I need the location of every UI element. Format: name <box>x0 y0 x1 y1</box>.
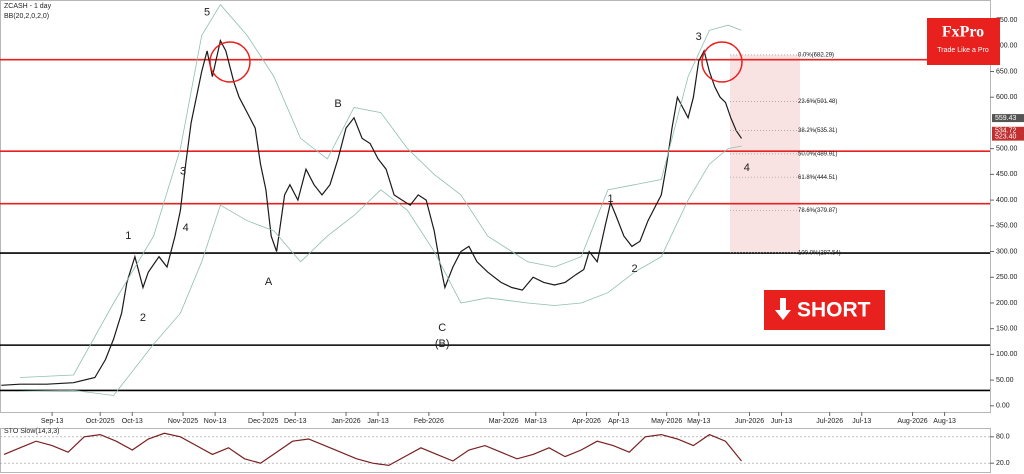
wave-label: 3 <box>180 166 186 178</box>
x-tick-label: Aug-13 <box>933 418 956 425</box>
y-tick-label: 200.00 <box>996 300 1018 307</box>
fib-label: 100.0%(297.54) <box>798 250 841 256</box>
chart-title: ZCASH - 1 day <box>4 3 52 10</box>
x-tick-label: Dec-2025 <box>248 418 278 425</box>
wave-label: B <box>334 98 341 110</box>
price-line <box>19 145 742 396</box>
price-tag-label: 534.72 <box>995 128 1017 135</box>
y-tick-label: 500.00 <box>996 145 1018 152</box>
wave-label: 4 <box>744 162 750 174</box>
highlight-circle <box>701 41 743 83</box>
wave-label: 2 <box>140 312 146 324</box>
wave-label: (B) <box>435 338 450 350</box>
y-tick-label: 600.00 <box>996 94 1018 101</box>
price-tag <box>992 126 1024 135</box>
y-tick-label: 700.00 <box>996 43 1018 50</box>
y-tick-label: 650.00 <box>996 68 1018 75</box>
y-tick-label: 400.00 <box>996 197 1018 204</box>
logo-box <box>927 18 1000 65</box>
y-tick-label: 350.00 <box>996 223 1018 230</box>
x-tick-label: Oct-2025 <box>86 418 115 425</box>
x-tick-label: Apr-2026 <box>572 418 601 425</box>
y-tick-label: 80.0 <box>996 434 1010 441</box>
wave-label: 4 <box>183 222 189 234</box>
price-line <box>1 38 742 386</box>
price-line <box>3 432 742 467</box>
x-tick-label: Apr-13 <box>608 418 629 425</box>
fib-label: 61.8%(444.51) <box>798 175 837 181</box>
y-tick-label: 100.00 <box>996 351 1018 358</box>
fib-label: 0.0%(682.29) <box>798 52 834 58</box>
y-tick-label: 150.00 <box>996 326 1018 333</box>
wave-label: 5 <box>204 6 210 18</box>
chart-subtitle: BB(20,2,0,2,0) <box>4 13 49 20</box>
price-tag-label: 559.43 <box>995 115 1017 122</box>
y-tick-label: 20.0 <box>996 460 1010 467</box>
x-tick-label: Mar-13 <box>525 418 547 425</box>
x-tick-label: Feb-2026 <box>414 418 444 425</box>
wave-label: 1 <box>608 193 614 205</box>
price-tag <box>992 132 1024 141</box>
x-tick-label: May-13 <box>687 418 710 425</box>
y-tick-label: 250.00 <box>996 274 1018 281</box>
y-tick-label: 750.00 <box>996 17 1018 24</box>
x-tick-label: Nov-2025 <box>168 418 198 425</box>
plot-frame <box>0 428 991 473</box>
panel-title: STO Slow(14,3,3) <box>4 428 60 435</box>
x-tick-label: Jul-2026 <box>816 418 843 425</box>
x-tick-label: Jan-2026 <box>331 418 360 425</box>
x-tick-label: Mar-2026 <box>489 418 519 425</box>
x-tick-label: May-2026 <box>651 418 682 425</box>
x-tick-label: Oct-13 <box>122 418 143 425</box>
wave-label: 3 <box>696 31 702 43</box>
y-tick-label: 450.00 <box>996 171 1018 178</box>
wave-label: 2 <box>632 263 638 275</box>
y-tick-label: 50.00 <box>996 377 1014 384</box>
x-tick-label: Nov-13 <box>204 418 227 425</box>
x-tick-label: Jun-13 <box>771 418 793 425</box>
x-tick-label: Sep-13 <box>41 418 64 425</box>
x-tick-label: Jan-13 <box>367 418 389 425</box>
fib-label: 50.0%(489.91) <box>798 151 837 157</box>
y-tick-label: 0.00 <box>996 403 1010 410</box>
x-tick-label: Dec-13 <box>284 418 307 425</box>
wave-label: A <box>265 276 273 288</box>
price-tag-label: 523.40 <box>995 133 1017 140</box>
x-tick-label: Aug-2026 <box>897 418 927 425</box>
price-tag <box>992 114 1024 123</box>
logo-tagline: Trade Like a Pro <box>937 47 989 54</box>
signal-arrow <box>775 298 791 320</box>
price-line <box>19 3 742 378</box>
x-tick-label: Jun-2026 <box>735 418 764 425</box>
logo-name: FxPro <box>942 24 984 41</box>
fib-label: 23.6%(591.48) <box>798 99 837 105</box>
wave-label: C <box>438 322 446 334</box>
x-tick-label: Jul-13 <box>852 418 871 425</box>
y-tick-label: 300.00 <box>996 248 1018 255</box>
fib-label: 38.2%(535.31) <box>798 128 837 134</box>
fib-label: 78.6%(379.87) <box>798 208 837 214</box>
highlight-circle <box>209 41 251 83</box>
wave-label: 1 <box>125 230 131 242</box>
plot-frame <box>0 0 991 413</box>
fib-zone <box>730 54 800 253</box>
signal-text: SHORT <box>797 299 871 322</box>
